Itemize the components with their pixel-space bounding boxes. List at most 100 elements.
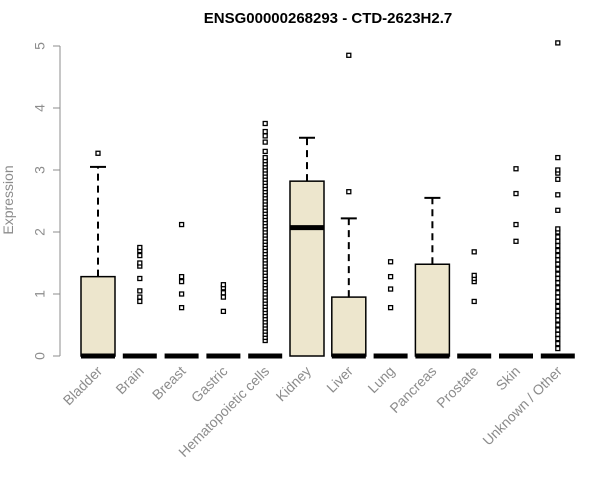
- box-iqr: [331, 296, 367, 357]
- outlier-point: [346, 189, 352, 195]
- outlier-point: [178, 304, 185, 311]
- outlier-point: [220, 290, 227, 296]
- y-tick-label: 1: [32, 290, 48, 298]
- box-bladder: [80, 150, 116, 359]
- box-unknown-other: [540, 40, 575, 359]
- box-kidney: [289, 136, 325, 357]
- box-liver: [331, 52, 367, 359]
- outlier-point: [555, 313, 561, 319]
- outlier-point: [513, 166, 519, 172]
- outlier-point: [555, 294, 561, 300]
- outlier-point: [555, 308, 561, 315]
- outlier-point: [262, 120, 268, 127]
- outlier-point: [555, 303, 561, 310]
- outlier-point: [555, 331, 561, 337]
- outlier-point: [555, 40, 561, 46]
- outlier-point: [220, 308, 227, 315]
- box-prostate: [457, 249, 492, 359]
- outlier-point: [220, 282, 227, 288]
- outlier-point: [555, 340, 561, 347]
- outlier-point: [555, 335, 561, 342]
- outlier-point: [262, 154, 268, 161]
- outlier-point: [471, 272, 477, 279]
- outlier-point: [387, 273, 394, 280]
- outlier-point: [387, 286, 394, 292]
- x-tick-label: Brain: [112, 363, 146, 397]
- outlier-point: [555, 275, 561, 282]
- x-tick-label: Lung: [364, 363, 397, 396]
- x-tick-label: Kidney: [273, 363, 315, 405]
- outlier-point: [262, 133, 268, 139]
- y-tick-label: 4: [32, 104, 48, 112]
- outlier-point: [513, 221, 519, 228]
- y-tick-label: 5: [32, 42, 48, 50]
- outlier-point: [262, 148, 268, 155]
- x-tick-label: Bladder: [60, 363, 106, 409]
- outlier-point: [220, 294, 227, 300]
- box-pancreas: [414, 196, 451, 359]
- outlier-point: [555, 317, 561, 323]
- outlier-point: [513, 238, 519, 244]
- outlier-point: [555, 261, 561, 267]
- outlier-point: [178, 221, 185, 228]
- box-brain: [122, 244, 157, 359]
- outlier-point: [137, 298, 143, 305]
- box-lung: [373, 259, 408, 359]
- outlier-point: [555, 226, 561, 232]
- box-hematopoietic-cells: [248, 120, 283, 359]
- outlier-point: [346, 52, 352, 58]
- outlier-point: [471, 249, 477, 255]
- outlier-point: [555, 285, 561, 291]
- x-tick-label: Liver: [323, 363, 356, 396]
- outlier-point: [555, 234, 561, 240]
- outlier-point: [555, 176, 561, 182]
- outlier-point: [387, 304, 394, 311]
- outlier-point: [555, 207, 561, 213]
- outlier-point: [137, 252, 143, 259]
- y-axis-label: Expression: [0, 165, 16, 234]
- outlier-point: [178, 278, 185, 285]
- chart-title: ENSG00000268293 - CTD-2623H2.7: [204, 10, 452, 27]
- y-axis-ticks: 0 1 2 3 4 5: [32, 42, 60, 360]
- outlier-point: [555, 167, 561, 173]
- outlier-point: [555, 247, 561, 254]
- outlier-point: [555, 238, 561, 244]
- outlier-point: [471, 298, 477, 305]
- outlier-point: [555, 252, 561, 259]
- boxes-group: [80, 40, 575, 359]
- box-skin: [499, 166, 533, 359]
- outlier-point: [555, 290, 561, 296]
- x-tick-label: Prostate: [433, 363, 481, 411]
- box-iqr: [289, 180, 325, 357]
- outlier-point: [555, 298, 561, 305]
- box-iqr: [414, 263, 451, 357]
- outlier-point: [555, 192, 561, 198]
- outlier-point: [555, 257, 561, 263]
- outlier-point: [137, 260, 143, 266]
- box-iqr: [80, 275, 116, 357]
- outlier-point: [137, 294, 143, 300]
- outlier-point: [178, 291, 185, 297]
- outlier-point: [555, 327, 561, 333]
- y-tick-label: 0: [32, 352, 48, 360]
- outlier-point: [513, 190, 519, 197]
- outlier-point: [555, 271, 561, 277]
- x-tick-label: Skin: [493, 363, 524, 394]
- outlier-point: [555, 322, 561, 328]
- x-tick-label: Unknown / Other: [479, 363, 565, 449]
- outlier-point: [262, 128, 268, 135]
- outlier-point: [178, 273, 185, 280]
- y-tick-label: 3: [32, 166, 48, 174]
- outlier-point: [555, 242, 561, 249]
- outlier-point: [137, 275, 143, 282]
- outlier-point: [555, 280, 561, 286]
- outlier-point: [137, 244, 143, 251]
- outlier-point: [95, 150, 101, 156]
- outlier-point: [387, 259, 394, 265]
- outlier-point: [555, 266, 561, 272]
- outlier-point: [262, 139, 268, 145]
- outlier-point: [137, 288, 143, 294]
